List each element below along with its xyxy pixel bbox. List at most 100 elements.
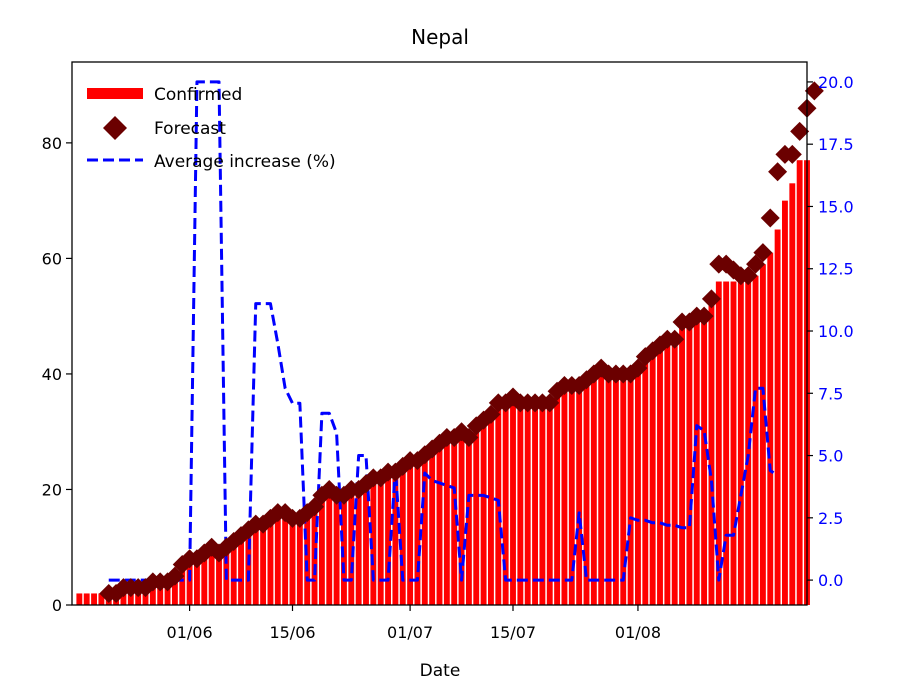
bar-confirmed (502, 402, 509, 605)
bar-confirmed (370, 477, 377, 605)
bar-confirmed (421, 460, 428, 605)
bar-confirmed (715, 281, 722, 605)
bar-confirmed (635, 368, 641, 605)
bar-confirmed (171, 570, 178, 605)
bar-confirmed (480, 420, 487, 605)
forecast-point (694, 306, 714, 326)
y-right-tick-label: 0.0 (818, 571, 843, 590)
bar-confirmed (260, 518, 267, 605)
bar-confirmed (657, 345, 663, 605)
bar-confirmed (230, 541, 237, 605)
bar-confirmed (274, 512, 281, 605)
bar-confirmed (399, 466, 406, 605)
y-tick-label: 20 (42, 480, 62, 499)
bar-confirmed (179, 564, 186, 605)
bar-confirmed (539, 402, 546, 605)
bar-confirmed (620, 373, 627, 605)
bar-confirmed (238, 535, 244, 605)
forecast-point (753, 243, 773, 263)
y-right-tick-label: 2.5 (818, 509, 843, 528)
x-tick-label: 01/07 (387, 623, 433, 642)
bar-confirmed (576, 385, 583, 605)
bar-confirmed (745, 275, 752, 605)
bar-confirmed (627, 373, 634, 605)
bar-confirmed (458, 431, 465, 605)
bar-confirmed (679, 321, 685, 605)
x-axis: 01/06 15/06 01/07 15/07 01/08 (167, 605, 661, 642)
forecast-point (782, 144, 802, 164)
x-axis-label: Date (420, 661, 461, 681)
legend-label-average: Average increase (%) (154, 152, 336, 172)
bar-confirmed (664, 339, 671, 605)
forecast-point (790, 121, 810, 141)
bar-confirmed (443, 437, 450, 605)
markers-layer (99, 81, 824, 603)
bar-confirmed (649, 350, 656, 605)
bar-confirmed (701, 316, 708, 605)
bar-confirmed (194, 558, 200, 605)
plot-frame (71, 61, 808, 606)
line-layer (108, 80, 779, 582)
y-right-tick-label: 17.5 (818, 135, 854, 154)
chart-title: Nepal (411, 25, 469, 49)
bar-confirmed (554, 391, 561, 605)
forecast-point (260, 508, 280, 528)
y-right-tick-label: 15.0 (818, 197, 854, 216)
bar-confirmed (524, 402, 531, 605)
bar-confirmed (341, 489, 347, 605)
bar-confirmed (789, 183, 796, 605)
bar-confirmed (392, 472, 399, 605)
forecast-point (701, 289, 721, 309)
y-tick-label: 60 (42, 249, 62, 268)
bar-confirmed (568, 385, 575, 605)
y-right-tick-label: 10.0 (818, 322, 854, 341)
bar-confirmed (671, 339, 678, 605)
forecast-point (665, 329, 685, 349)
bar-confirmed (326, 495, 333, 605)
bar-confirmed (245, 529, 252, 605)
bar-confirmed (355, 489, 362, 605)
bar-confirmed (488, 414, 494, 605)
bar-confirmed (267, 518, 274, 605)
y-right-tick-label: 20.0 (818, 73, 854, 92)
bar-confirmed (304, 506, 311, 605)
bar-confirmed (686, 321, 693, 605)
bar-confirmed (429, 449, 436, 605)
bar-confirmed (796, 160, 803, 605)
bar-confirmed (642, 356, 649, 605)
bar-confirmed (774, 229, 781, 605)
forecast-point (290, 508, 310, 528)
bar-confirmed (436, 443, 443, 605)
bar-confirmed (385, 477, 391, 605)
bar-confirmed (296, 512, 303, 605)
bar-confirmed (208, 553, 215, 605)
y-tick-label: 40 (42, 365, 62, 384)
bar-confirmed (708, 298, 715, 605)
bar-confirmed (598, 368, 605, 605)
bar-confirmed (91, 593, 97, 605)
bar-confirmed (333, 495, 340, 605)
bar-confirmed (282, 512, 289, 605)
bar-confirmed (407, 466, 414, 605)
x-tick-label: 01/08 (615, 623, 661, 642)
bar-confirmed (252, 524, 259, 605)
bar-confirmed (465, 431, 472, 605)
x-tick-label: 15/07 (490, 623, 536, 642)
bar-confirmed (767, 252, 774, 605)
x-tick-label: 01/06 (167, 623, 213, 642)
bar-confirmed (149, 581, 156, 605)
y-tick-label: 80 (42, 134, 62, 153)
bar-confirmed (186, 558, 193, 605)
series-line-average-increase (108, 80, 779, 582)
y-right-tick-label: 5.0 (818, 447, 843, 466)
bar-confirmed (723, 281, 730, 605)
forecast-point (496, 393, 516, 413)
y-axis-left: 0 20 40 60 80 (42, 134, 72, 615)
x-tick-label: 15/06 (269, 623, 315, 642)
legend-label-confirmed: Confirmed (154, 85, 242, 105)
y-right-tick-label: 12.5 (818, 260, 854, 279)
bar-confirmed (583, 379, 590, 605)
bar-confirmed (759, 264, 766, 605)
bar-confirmed (98, 593, 105, 605)
bar-confirmed (216, 553, 222, 605)
